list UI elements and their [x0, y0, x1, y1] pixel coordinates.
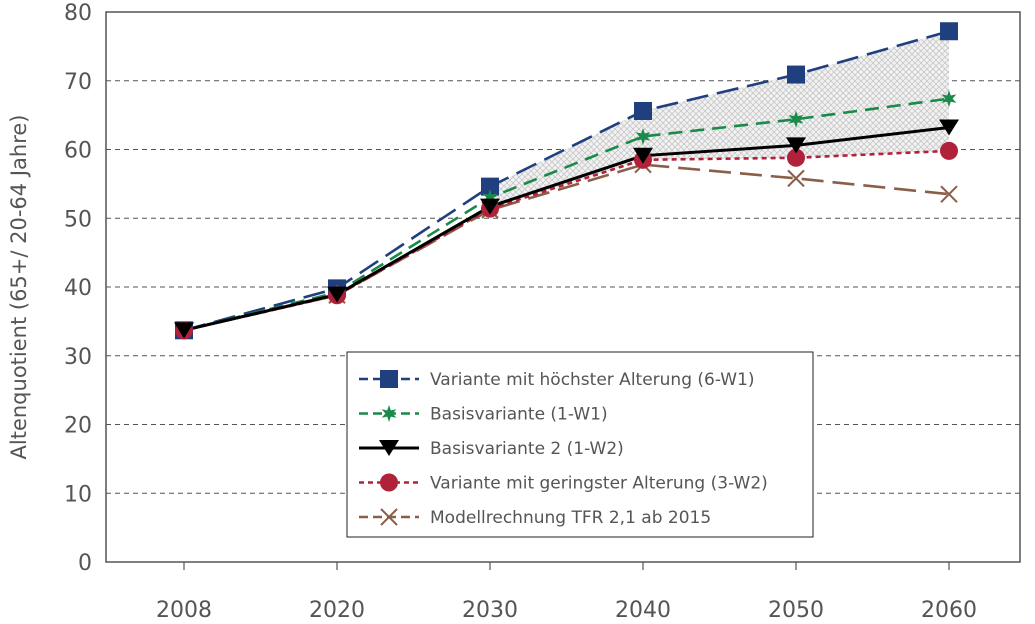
x-tick-label: 2040: [615, 598, 671, 623]
data-point-triangle: [327, 286, 347, 303]
y-tick-label: 40: [64, 276, 92, 301]
legend-item: Variante mit geringster Alterung (3-W2): [359, 473, 768, 494]
data-point-square: [481, 177, 499, 196]
x-tick-label: 2020: [309, 598, 365, 623]
data-point-square: [380, 370, 398, 388]
x-tick-label: 2050: [768, 598, 824, 623]
legend-label: Basisvariante (1-W1): [430, 405, 608, 425]
data-point-triangle: [480, 198, 500, 215]
series-line-1: [183, 97, 950, 332]
data-point-star: [941, 90, 957, 108]
legend-item: Basisvariante 2 (1-W2): [359, 439, 624, 459]
data-point-circle: [787, 148, 805, 167]
plot-frame: [105, 11, 1021, 563]
data-point-x: [380, 508, 398, 526]
y-tick-label: 10: [64, 482, 92, 507]
y-axis-title: Altenquotient (65+/ 20-64 Jahre): [7, 115, 31, 460]
data-point-star: [482, 189, 498, 207]
y-tick-label: 80: [64, 1, 92, 26]
series-line-4: [183, 163, 950, 332]
y-tick-label: 0: [78, 551, 92, 576]
legend-label: Variante mit höchster Alterung (6-W1): [430, 370, 755, 390]
series-line-0: [183, 29, 950, 332]
series-lines: [183, 29, 950, 332]
y-tick-label: 50: [64, 207, 92, 232]
legend: Variante mit höchster Alterung (6-W1) Bas…: [346, 351, 814, 538]
x-stroke: [380, 508, 398, 526]
data-point-star: [381, 405, 397, 422]
data-point-circle: [380, 473, 398, 492]
x-stroke: [940, 185, 958, 203]
y-tick-label: 70: [64, 70, 92, 95]
data-point-square: [787, 65, 805, 84]
data-point-square: [940, 22, 958, 41]
data-point-circle: [940, 141, 958, 160]
data-point-triangle: [379, 440, 399, 456]
data-point-star: [788, 110, 804, 128]
data-point-star: [635, 127, 651, 145]
legend-item: Modellrechnung TFR 2,1 ab 2015: [359, 508, 711, 528]
legend-box: [346, 351, 814, 538]
series-markers: [174, 22, 959, 340]
shaded-band: [490, 31, 949, 209]
y-tick-label: 60: [64, 139, 92, 164]
legend-item: Basisvariante (1-W1): [359, 405, 608, 425]
y-tick-label: 30: [64, 345, 92, 370]
legend-label: Variante mit geringster Alterung (3-W2): [430, 474, 768, 494]
x-stroke: [787, 169, 805, 188]
legend-label: Basisvariante 2 (1-W2): [430, 439, 624, 459]
series-line-2: [183, 126, 950, 332]
data-point-x: [940, 185, 958, 203]
data-point-triangle: [939, 119, 959, 136]
legend-item: Variante mit höchster Alterung (6-W1): [359, 370, 755, 390]
data-point-triangle: [786, 137, 806, 154]
range-band: [490, 31, 949, 209]
data-point-triangle: [174, 322, 194, 339]
data-point-x: [787, 169, 805, 188]
x-tick-label: 2060: [921, 598, 977, 623]
x-tick-label: 2030: [462, 598, 518, 623]
data-point-square: [634, 102, 652, 120]
x-tick-label: 2008: [156, 598, 212, 623]
data-point-triangle: [633, 147, 653, 164]
legend-label: Modellrechnung TFR 2,1 ab 2015: [430, 508, 711, 528]
y-tick-label: 20: [64, 414, 92, 439]
